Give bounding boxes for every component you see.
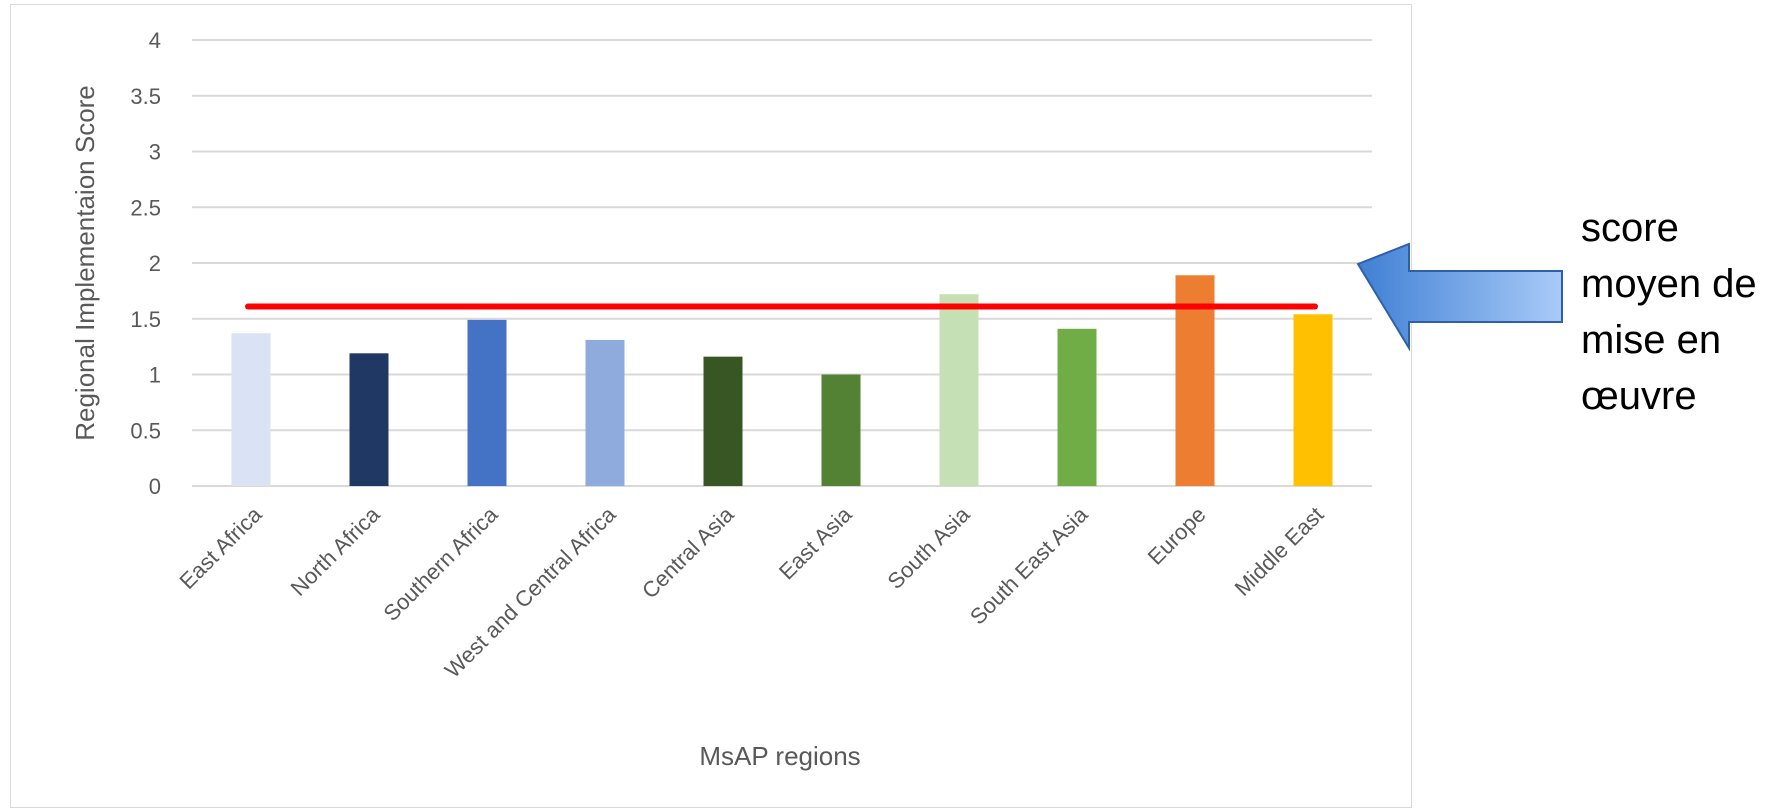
y-tick-label: 2	[149, 251, 161, 276]
y-tick-label: 1.5	[130, 307, 161, 332]
y-tick-label: 0	[149, 474, 161, 499]
annotation-arrow-icon	[1356, 242, 1563, 352]
annotation-text: score moyen de mise en œuvre	[1581, 200, 1781, 424]
y-tick-label: 4	[149, 28, 161, 53]
annotation-line-3: mise en	[1581, 318, 1722, 362]
y-tick-label: 3.5	[130, 84, 161, 109]
annotation-line-4: œuvre	[1581, 374, 1697, 418]
x-category-label: Central Asia	[637, 501, 739, 603]
x-category-label: South East Asia	[965, 501, 1093, 629]
y-tick-labels: 0 0.5 1 1.5 2 2.5 3 3.5 4	[130, 28, 161, 499]
bar-middle-east	[1293, 314, 1333, 486]
annotation-line-2: moyen de	[1581, 262, 1757, 306]
x-category-label: East Africa	[175, 501, 268, 594]
x-category-label: Southern Africa	[378, 501, 503, 626]
x-category-label: East Asia	[774, 501, 857, 584]
bar-south-east-asia	[1057, 328, 1097, 486]
annotation-line-1: score	[1581, 206, 1679, 250]
bars	[231, 275, 1333, 486]
bar-southern-africa	[467, 319, 507, 486]
bar-east-asia	[821, 374, 861, 486]
grid-lines	[192, 39, 1372, 487]
bar-north-africa	[349, 353, 389, 486]
bar-central-asia	[703, 356, 743, 486]
bar-south-asia	[939, 294, 979, 486]
x-category-label: Europe	[1143, 502, 1211, 570]
y-tick-label: 0.5	[130, 418, 161, 443]
bar-west-and-central-africa	[585, 339, 625, 486]
x-category-label: North Africa	[286, 501, 385, 600]
y-tick-label: 1	[149, 363, 161, 388]
bar-east-africa	[231, 333, 271, 486]
y-tick-label: 3	[149, 140, 161, 165]
x-category-label: Middle East	[1230, 502, 1329, 601]
y-tick-label: 2.5	[130, 195, 161, 220]
x-axis-title: MsAP regions	[699, 741, 860, 771]
y-axis-title: Regional Implementaion Score	[70, 85, 100, 441]
x-category-label: South Asia	[882, 501, 975, 594]
bar-europe	[1175, 275, 1215, 486]
